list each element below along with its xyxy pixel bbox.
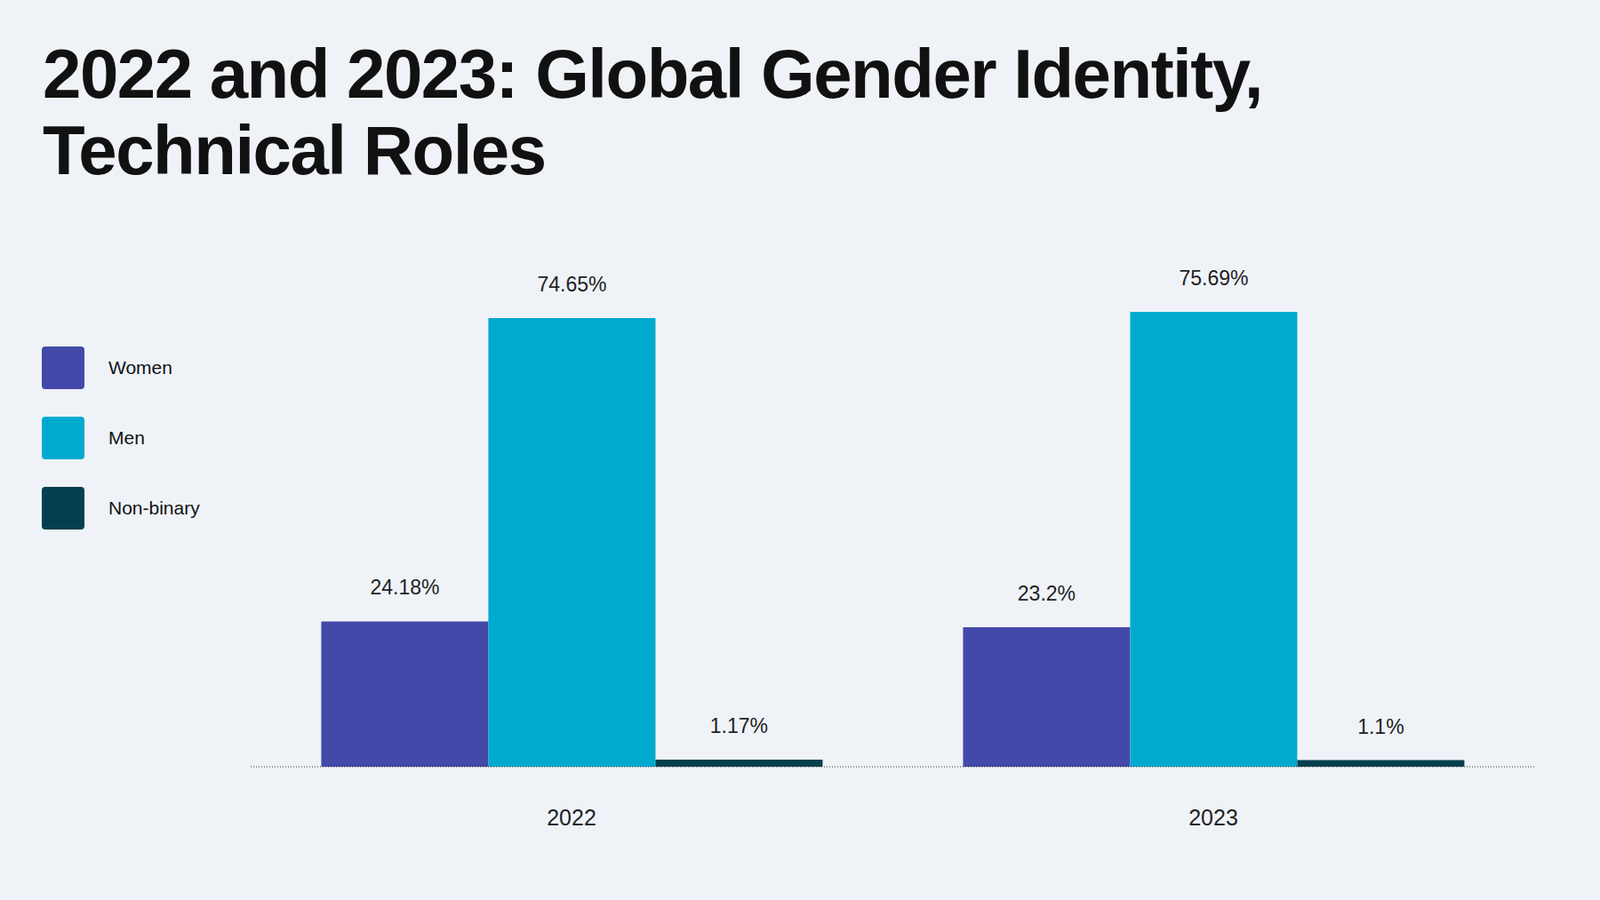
svg-text:1.1%: 1.1% xyxy=(1357,715,1404,739)
svg-text:2023: 2023 xyxy=(1188,805,1239,831)
html-text:Women: Women xyxy=(108,357,173,378)
svg-text:1.17%: 1.17% xyxy=(710,714,768,738)
svg-text:74.65%: 74.65% xyxy=(536,272,607,296)
svg-text:2022: 2022 xyxy=(546,805,597,831)
svg-text:75.69%: 75.69% xyxy=(1178,266,1248,290)
html-text:Men: Men xyxy=(108,427,145,448)
svg-text:24.18%: 24.18% xyxy=(369,576,440,600)
html-text:Non-binary: Non-binary xyxy=(108,497,200,519)
svg-text:23.2%: 23.2% xyxy=(1017,582,1076,606)
html-text:2022 and 2023: Global Gender I: 2022 and 2023: Global Gender Identity, T… xyxy=(42,34,1263,190)
